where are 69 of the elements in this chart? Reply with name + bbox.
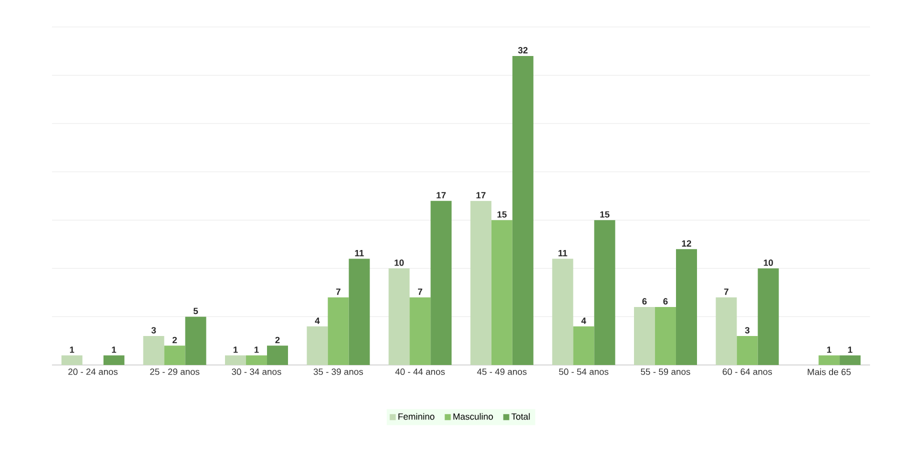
bar <box>410 297 431 365</box>
data-label: 5 <box>193 308 198 314</box>
bar <box>573 326 594 365</box>
bar <box>512 56 534 365</box>
data-label: 10 <box>394 260 404 266</box>
data-label: 4 <box>581 318 586 324</box>
bar <box>491 220 512 365</box>
x-tick-label: 20 - 24 anos <box>68 368 118 375</box>
x-tick-label: 30 - 34 anos <box>232 368 282 375</box>
data-label: 15 <box>600 211 610 218</box>
bar <box>306 326 328 365</box>
bar <box>552 258 574 365</box>
data-label: 2 <box>275 336 280 344</box>
data-label: 1 <box>112 346 116 353</box>
bar <box>388 268 410 365</box>
data-label: 17 <box>436 192 446 198</box>
bar <box>818 355 840 365</box>
x-tick-label: Mais de 65 <box>808 368 851 376</box>
bar <box>676 249 697 365</box>
bar <box>654 307 676 365</box>
bar <box>143 336 164 365</box>
data-label: 11 <box>558 250 568 256</box>
data-label: 3 <box>744 327 750 334</box>
data-label: 4 <box>314 318 320 324</box>
data-label: 1 <box>70 346 74 353</box>
legend-label: Masculino <box>453 413 493 420</box>
data-label: 2 <box>172 336 177 344</box>
data-label: 1 <box>848 346 852 353</box>
x-tick-label: 60 - 64 anos <box>722 368 772 375</box>
bar <box>430 200 452 365</box>
legend-label: Total <box>511 413 530 420</box>
data-label: 1 <box>234 346 238 353</box>
bar <box>61 355 82 365</box>
bar <box>164 346 186 365</box>
bar <box>758 268 779 365</box>
data-label: 15 <box>497 211 507 218</box>
data-label: 11 <box>355 250 364 256</box>
data-label: 12 <box>682 240 692 247</box>
data-label: 7 <box>724 288 728 295</box>
data-label: 6 <box>663 298 668 305</box>
bar <box>348 258 370 365</box>
data-label: 10 <box>764 260 773 266</box>
data-label: 7 <box>336 288 340 295</box>
x-tick-label: 50 - 54 anos <box>559 368 608 375</box>
bar <box>736 336 758 365</box>
x-tick-label: 35 - 39 anos <box>314 368 363 375</box>
data-label: 1 <box>254 346 259 353</box>
x-tick-label: 55 - 59 anos <box>640 368 690 375</box>
bar <box>246 355 268 365</box>
data-label: 32 <box>518 47 528 54</box>
bar <box>634 307 655 365</box>
bar <box>267 346 288 365</box>
x-tick-label: 40 - 44 anos <box>395 368 445 375</box>
bar <box>716 297 737 365</box>
data-label: 7 <box>418 288 422 295</box>
x-tick-label: 45 - 49 anos <box>477 368 527 375</box>
bar <box>840 355 861 365</box>
bar <box>594 220 616 365</box>
data-label: 17 <box>476 192 486 198</box>
data-label: 6 <box>642 298 647 305</box>
bar <box>225 355 246 365</box>
x-tick-label: 25 - 29 anos <box>150 368 200 375</box>
data-label: 3 <box>151 327 156 334</box>
legend-label: Feminino <box>398 413 434 420</box>
data-label: 1 <box>827 346 832 353</box>
bar <box>103 355 124 365</box>
bar <box>470 200 492 365</box>
bar <box>185 316 206 365</box>
bar <box>328 297 349 365</box>
